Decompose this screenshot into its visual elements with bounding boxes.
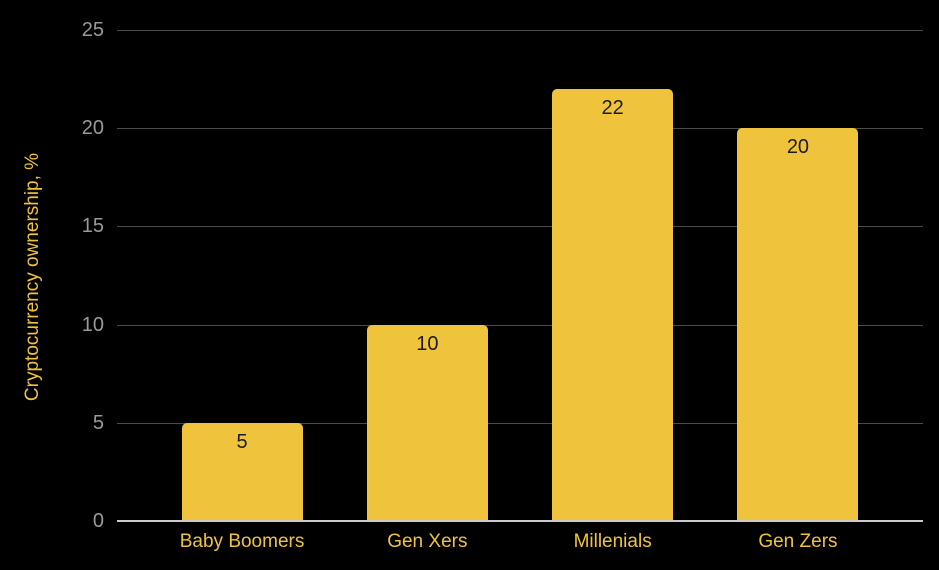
gridline (117, 226, 923, 228)
gridline (117, 30, 923, 31)
y-tick-label: 5 (92, 411, 104, 434)
y-tick-label: 10 (81, 313, 104, 336)
bar-value-label: 5 (236, 430, 248, 453)
x-category-label: Millenials (573, 531, 652, 552)
gridline (117, 422, 923, 424)
x-category-label: Gen Xers (387, 531, 468, 552)
x-axis-baseline (117, 520, 923, 522)
y-tick-label: 20 (81, 117, 104, 140)
x-category-label: Baby Boomers (179, 531, 305, 552)
bar-value-label: 10 (416, 332, 439, 355)
bar[interactable] (366, 324, 488, 521)
bar[interactable] (552, 88, 674, 521)
bar[interactable] (737, 128, 859, 521)
y-tick-label: 25 (81, 19, 104, 41)
x-category-label: Gen Zers (758, 531, 838, 552)
gridline (117, 324, 923, 326)
y-axis-title: Cryptocurrency ownership, % (22, 152, 43, 402)
y-tick-label: 15 (81, 215, 104, 238)
bar-value-label: 20 (786, 136, 810, 159)
bar-value-label: 22 (601, 96, 624, 119)
bar[interactable] (181, 422, 303, 521)
y-tick-label: 0 (92, 510, 104, 532)
gridline (117, 128, 923, 130)
